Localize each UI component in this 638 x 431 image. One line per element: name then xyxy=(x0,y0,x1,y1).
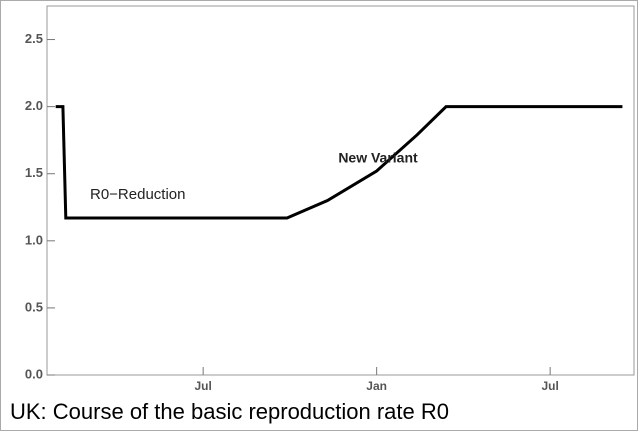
y-tick-label: 2.0 xyxy=(25,98,43,113)
annotation: New Variant xyxy=(338,150,418,166)
annotation: R0−Reduction xyxy=(90,186,185,203)
line xyxy=(55,105,623,220)
x-tick-label: Jul xyxy=(541,379,558,393)
x-tick-label: Jan xyxy=(366,379,387,393)
y-tick-label: 0.0 xyxy=(25,366,43,381)
plot-frame xyxy=(46,5,635,376)
y-tick-label: 1.5 xyxy=(25,165,43,180)
caption: UK: Course of the basic reproduction rat… xyxy=(10,399,449,424)
y-tick-label: 1.0 xyxy=(25,232,43,247)
y-tick-label: 0.5 xyxy=(25,299,43,314)
x-tick-label: Jul xyxy=(194,379,211,393)
y-tick-label: 2.5 xyxy=(25,31,43,46)
